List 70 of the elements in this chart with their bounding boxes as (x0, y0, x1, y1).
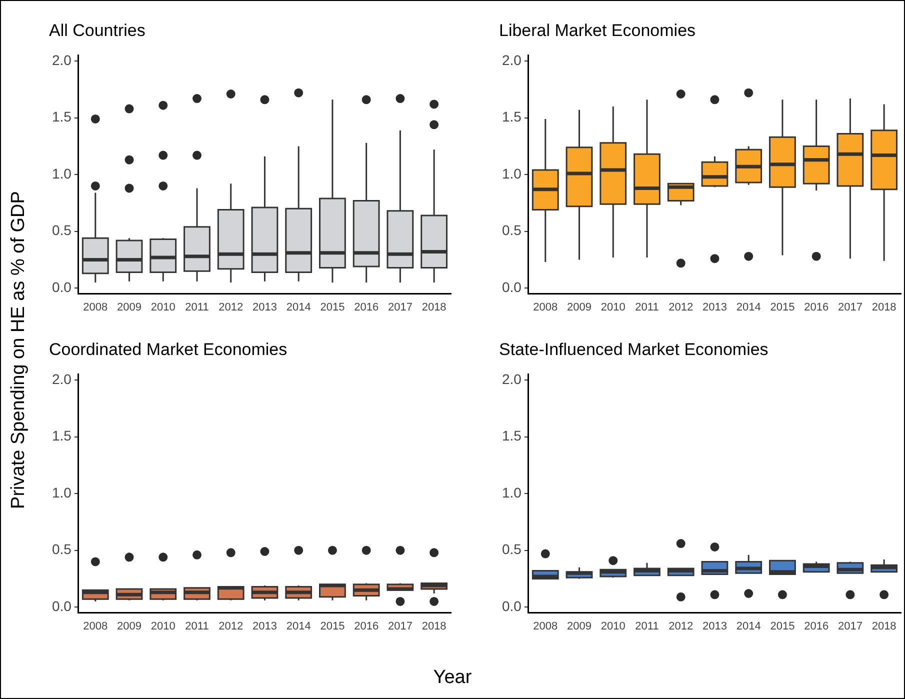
x-tick-label: 2013 (702, 620, 727, 632)
x-tick-label: 2013 (252, 301, 277, 314)
x-tick-label: 2018 (422, 301, 446, 314)
x-tick-label: 2012 (668, 620, 694, 632)
x-tick-label: 2016 (354, 620, 379, 632)
x-tick-label: 2018 (422, 620, 446, 632)
chart-title: State-Influenced Market Economies (499, 340, 768, 359)
x-tick-label: 2010 (150, 620, 176, 632)
x-tick-label: 2016 (804, 620, 829, 632)
y-tick-label: 0.0 (52, 278, 72, 295)
y-tick-label: 0.0 (52, 598, 72, 614)
y-tick-label: 1.0 (52, 165, 72, 182)
x-tick-label: 2012 (218, 620, 244, 632)
x-tick-label: 2013 (702, 301, 727, 314)
y-tick-label: 0.5 (52, 222, 72, 238)
y-tick-label: 2.0 (52, 52, 72, 68)
x-tick-label: 2008 (533, 301, 558, 314)
x-tick-label: 2009 (567, 620, 592, 632)
y-tick-label: 1.0 (52, 484, 72, 500)
x-tick-label: 2018 (872, 620, 896, 632)
x-tick-label: 2011 (635, 620, 659, 632)
x-tick-label: 2017 (838, 301, 862, 314)
x-tick-label: 2017 (388, 620, 412, 632)
y-tick-label: 0.5 (52, 541, 72, 558)
x-tick-label: 2014 (736, 301, 761, 314)
x-tick-label: 2012 (668, 301, 694, 314)
chart-title: Coordinated Market Economies (49, 340, 288, 359)
x-tick-label: 2012 (218, 301, 244, 314)
y-tick-label: 0.0 (502, 598, 522, 614)
x-tick-label: 2015 (320, 301, 345, 314)
x-tick-label: 2008 (83, 301, 108, 314)
x-tick-label: 2014 (286, 620, 311, 632)
x-tick-label: 2013 (252, 620, 277, 632)
y-tick-label: 1.5 (502, 428, 522, 444)
x-tick-label: 2016 (354, 301, 379, 314)
y-tick-label: 2.0 (52, 370, 72, 387)
y-tick-label: 1.0 (502, 165, 522, 182)
y-tick-label: 0.5 (502, 541, 522, 558)
y-axis-title: Private Spending on HE as % of GDP (8, 190, 30, 511)
x-tick-label: 2014 (736, 620, 761, 632)
x-tick-label: 2009 (567, 301, 592, 314)
x-tick-label: 2015 (770, 620, 795, 632)
chart-title: Liberal Market Economies (499, 20, 696, 40)
y-tick-label: 1.0 (502, 484, 522, 500)
x-tick-label: 2016 (804, 301, 829, 314)
x-tick-label: 2017 (388, 301, 412, 314)
y-tick-label: 1.5 (52, 108, 72, 125)
x-tick-label: 2010 (600, 301, 626, 314)
y-tick-label: 1.5 (502, 108, 522, 125)
x-tick-label: 2017 (838, 620, 862, 632)
y-tick-label: 0.0 (502, 278, 522, 295)
x-tick-label: 2011 (635, 301, 659, 314)
x-tick-label: 2018 (872, 301, 896, 314)
y-tick-label: 0.5 (502, 222, 522, 238)
y-tick-label: 1.5 (52, 428, 72, 444)
x-tick-label: 2009 (117, 620, 142, 632)
x-tick-label: 2014 (286, 301, 311, 314)
x-tick-label: 2015 (320, 620, 345, 632)
x-tick-label: 2011 (185, 301, 209, 314)
x-tick-label: 2008 (83, 620, 108, 632)
x-tick-label: 2009 (117, 301, 142, 314)
x-tick-label: 2015 (770, 301, 795, 314)
chart-title: All Countries (49, 20, 146, 40)
x-tick-label: 2010 (150, 301, 176, 314)
x-axis-title: Year (432, 667, 473, 689)
y-tick-label: 2.0 (502, 52, 522, 68)
x-tick-label: 2008 (533, 620, 558, 632)
x-tick-label: 2011 (185, 620, 209, 632)
x-tick-label: 2010 (600, 620, 626, 632)
y-tick-label: 2.0 (502, 370, 522, 387)
